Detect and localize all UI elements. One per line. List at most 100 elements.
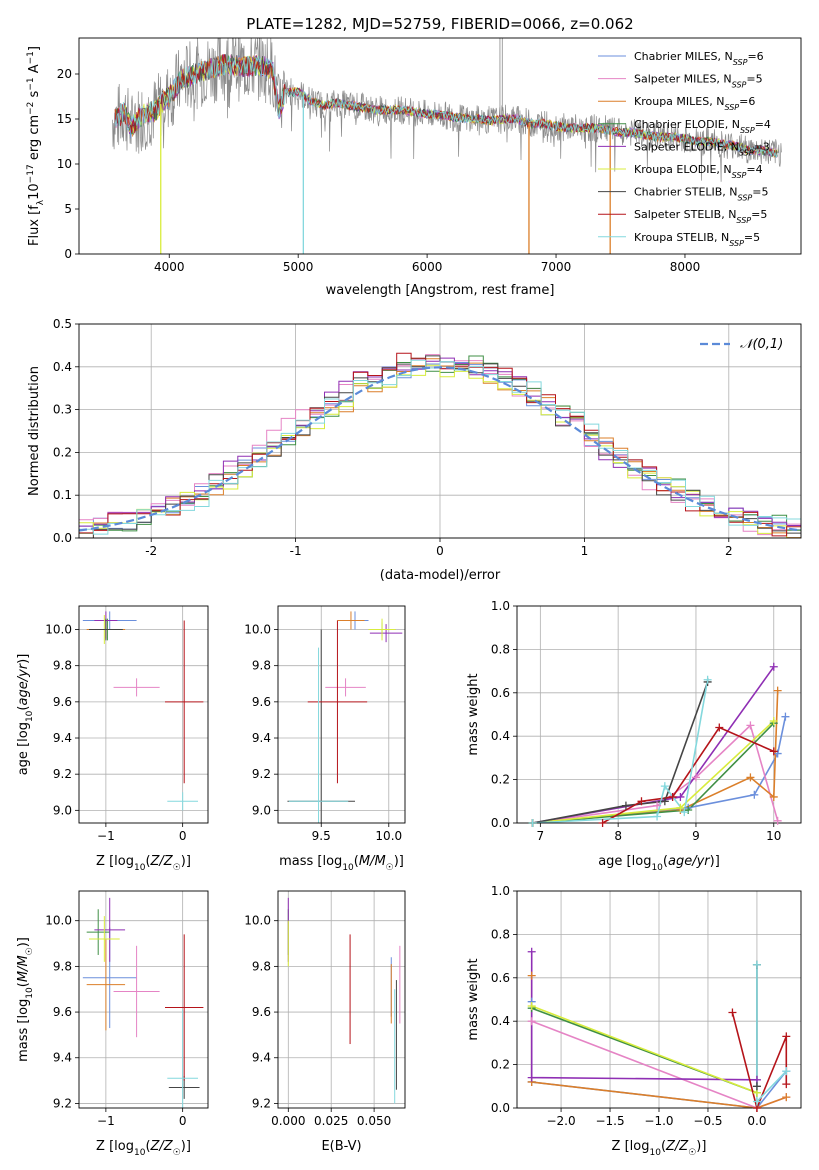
x-tick-label: 9 [692, 829, 700, 843]
plot-area [532, 666, 787, 823]
y-tick-label: 0.2 [491, 1058, 510, 1072]
plot-weight_vs_Z: −2.0 −1.5 −1.0 −0.5 0.0 0.0 0.2 0.4 0.6 0.8 1.0 Z [… [466, 884, 802, 1158]
plot-area [79, 352, 801, 538]
legend-subscript: SSP [738, 193, 753, 202]
legend-text: Salpeter MILES, N [634, 73, 732, 86]
x-tick-label: 7000 [541, 260, 572, 274]
plot-area [287, 897, 401, 1104]
x-tick-label: 8 [614, 829, 622, 843]
y-tick-label: 0.8 [491, 927, 510, 941]
legend-label-normal: 𝒩(0,1) [740, 337, 783, 352]
legend-subscript: SSP [736, 216, 751, 225]
label-part: age [log [598, 854, 651, 869]
y-tick-label: 1.0 [491, 884, 510, 898]
legend-label-chabrier_miles: Chabrier MILES, NSSP=6 [634, 50, 764, 67]
x-tick-label: −1 [97, 829, 115, 843]
weight-marker-chabrier_stelib [660, 797, 669, 806]
y-tick-label: 0 [64, 247, 72, 261]
label-part: ☉ [386, 863, 394, 873]
label-part: M/M [16, 955, 31, 982]
legend-suffix: =5 [751, 208, 767, 221]
legend-suffix: =5 [744, 231, 760, 244]
weight-marker-salpeter_stelib [782, 1032, 791, 1041]
legend-suffix: =4 [746, 163, 762, 176]
label-part: −1 [26, 77, 36, 90]
weight-marker-kroupa_elodie [527, 1002, 536, 1011]
weight-marker-kroupa_stelib [703, 675, 712, 684]
label-part: 10 [651, 863, 663, 873]
plot-age_vs_Z: −1 09.09.29.49.69.810.0Z [log10(Z/Z☉)]age… [16, 605, 209, 873]
label-part: ( [661, 1139, 666, 1154]
axes-frame [78, 890, 209, 1109]
y-tick-label: 0.2 [491, 773, 510, 787]
x-tick-label: 0 [436, 544, 444, 558]
y-tick-label: 0.1 [53, 488, 72, 502]
y-axis-label: mass weight [466, 673, 481, 755]
y-tick-label: 0.3 [53, 403, 72, 417]
label-part: ☉ [688, 1148, 696, 1158]
legend-suffix: =6 [739, 95, 755, 108]
weight-marker-salpeter_stelib [715, 723, 724, 732]
y-tick-label: 9.8 [252, 659, 271, 673]
y-tick-label: 9.4 [252, 731, 271, 745]
legend-suffix: =6 [747, 50, 763, 63]
label-part: ☉ [173, 1148, 181, 1158]
y-axis-label: mass [log10(M/M☉)] [16, 937, 35, 1062]
weight-marker-kroupa_stelib [752, 960, 761, 969]
x-tick-label: 6000 [412, 260, 443, 274]
label-part: age [log [16, 722, 31, 775]
y-axis-label: mass weight [466, 958, 481, 1040]
weight-marker-kroupa_elodie [769, 717, 778, 726]
y-tick-label: 0.0 [491, 816, 510, 830]
weight-marker-salpeter_miles [773, 816, 782, 825]
weight-marker-salpeter_stelib [769, 747, 778, 756]
label-part: E(B-V) [321, 1139, 361, 1154]
label-part: A [27, 64, 42, 77]
axes-frame [78, 323, 802, 539]
label-part: ☉ [25, 947, 35, 955]
legend-subscript: SSP [729, 238, 744, 247]
x-tick-label: 7 [537, 829, 545, 843]
y-tick-label: 10.0 [244, 623, 271, 637]
spectrum-model-kroupa_stelib [114, 55, 778, 158]
weight-marker-salpeter_elodie [527, 947, 536, 956]
label-part: −2 [26, 102, 36, 115]
weight-line-chabrier_stelib [532, 681, 709, 823]
x-tick-label: 0.0 [747, 1114, 766, 1128]
y-axis-label: age [log10(age/yr)] [16, 654, 35, 776]
weight-marker-salpeter_stelib [637, 797, 646, 806]
weight-line-kroupa_elodie [531, 1005, 758, 1094]
legend-text: Kroupa STELIB, N [634, 231, 729, 244]
legend-label-chabrier_elodie: Chabrier ELODIE, NSSP=4 [634, 118, 771, 135]
legend-text: Salpeter STELIB, N [634, 208, 736, 221]
legend-label-chabrier_stelib: Chabrier STELIB, NSSP=5 [634, 186, 768, 203]
weight-marker-salpeter_miles [691, 773, 700, 782]
x-tick-label: 0.000 [271, 1114, 305, 1128]
label-part: Flux [f [27, 205, 42, 246]
x-tick-label: 10 [766, 829, 781, 843]
plot-age_vs_mass: 9.5 10.0 9.0 9.2 9.4 9.6 9.8 10.0 mass [log10(M/… [244, 605, 406, 873]
legend-subscript: SSP [732, 171, 747, 180]
x-tick-label: 4000 [154, 260, 185, 274]
legend-subscript: SSP [739, 148, 754, 157]
label-part: ( [16, 982, 31, 987]
y-tick-label: 1.0 [491, 599, 510, 613]
y-tick-label: 9.2 [53, 1096, 72, 1110]
weight-marker-kroupa_stelib [653, 812, 662, 821]
y-tick-label: 9.2 [53, 767, 72, 781]
x-tick-label: 5000 [283, 260, 314, 274]
label-part: λ [36, 199, 46, 205]
legend-text: Chabrier ELODIE, N [634, 118, 740, 131]
x-tick-label: −1.0 [644, 1114, 673, 1128]
y-axis-label: Normed distribution [27, 366, 42, 496]
x-axis-label: Z [log10(Z/Z☉)] [612, 1139, 707, 1158]
label-part: ☉ [173, 863, 181, 873]
axes-frame [78, 605, 209, 824]
weight-marker-chabrier_stelib [621, 801, 630, 810]
label-part: ( [663, 854, 668, 869]
weight-line-salpeter_stelib [731, 1012, 788, 1108]
x-tick-label: 10.0 [375, 829, 402, 843]
label-part: ( [16, 706, 31, 711]
weight-marker-salpeter_elodie [676, 792, 685, 801]
